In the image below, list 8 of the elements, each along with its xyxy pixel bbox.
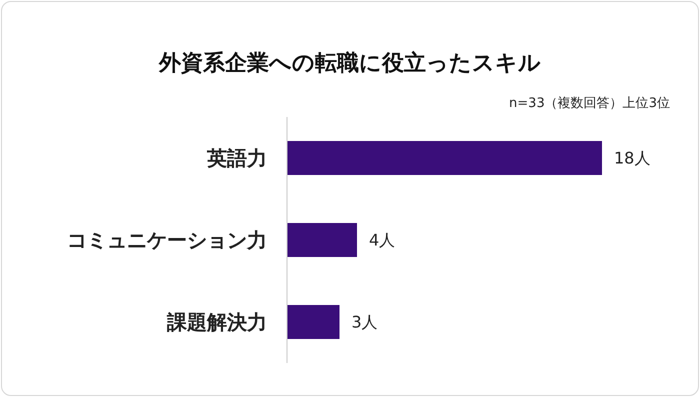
chart-title: 外資系企業への転職に役立ったスキル <box>158 50 542 78</box>
data-label: 18人 <box>614 148 650 168</box>
text: n=33（複数回答）上位3位 <box>509 95 670 112</box>
y-tick-label: コミュニケーション力 <box>67 228 267 252</box>
y-tick-label: 英語力 <box>206 146 267 170</box>
y-tick-label: 課題解決力 <box>166 310 267 334</box>
data-label: 4人 <box>369 230 396 250</box>
data-label: 3人 <box>352 312 378 332</box>
